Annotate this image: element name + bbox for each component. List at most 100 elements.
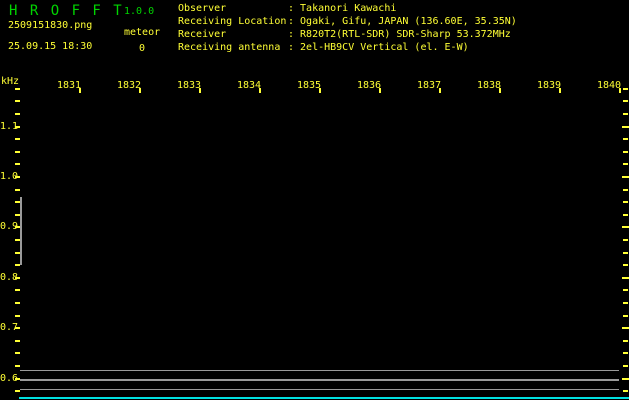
x-tick-mark	[619, 88, 621, 93]
x-tick-label: 1837	[417, 80, 442, 91]
y-tick-mark-left	[15, 239, 20, 241]
x-tick-mark	[79, 88, 81, 93]
y-tick-mark-left	[15, 150, 20, 153]
station-info-row: Receiving Location: Ogaki, Gifu, JAPAN (…	[178, 16, 517, 29]
y-tick-mark-right	[623, 264, 628, 267]
y-tick-mark-left	[15, 188, 20, 191]
output-filename: 2509151830.png	[8, 20, 93, 31]
x-tick-mark	[319, 88, 321, 93]
station-info-value: : Ogaki, Gifu, JAPAN (136.60E, 35.35N)	[288, 16, 517, 27]
x-tick-label: 1839	[537, 80, 562, 91]
y-tick-mark-right	[623, 213, 628, 216]
y-tick-mark-right	[623, 87, 628, 90]
y-tick-label: 1.0	[0, 171, 19, 182]
datetime-label: 25.09.15 18:30	[8, 41, 93, 52]
y-tick-mark-left	[15, 377, 20, 380]
x-tick-mark	[259, 88, 261, 93]
echo-count: 0	[139, 43, 146, 54]
station-info-row: Receiver : R820T2(RTL-SDR) SDR-Sharp 53.3…	[178, 29, 517, 42]
signal-level-trace	[19, 396, 629, 399]
y-tick-mark-left	[15, 251, 20, 254]
y-tick-label: 0.7	[0, 322, 19, 334]
x-tick-label: 1832	[117, 80, 142, 91]
y-tick-mark-right	[623, 138, 628, 141]
y-tick-mark-left	[15, 289, 20, 292]
x-tick-label: 1838	[477, 80, 502, 91]
y-tick-mark-right	[623, 289, 628, 292]
station-info-label: Observer	[178, 3, 227, 14]
y-tick-mark-right	[622, 125, 629, 128]
x-tick-mark	[499, 88, 501, 93]
y-tick-mark-right	[622, 377, 629, 380]
station-info-value: : 2el-HB9CV Vertical (el. E-W)	[288, 42, 469, 53]
station-info-row: Observer : Takanori Kawachi	[178, 3, 517, 16]
y-tick-mark-left	[15, 339, 20, 342]
x-tick-mark	[559, 88, 561, 93]
y-tick-mark-left	[15, 87, 20, 90]
station-info-label: Receiver	[178, 29, 227, 40]
y-tick-mark-left	[15, 302, 20, 304]
band-marker-line	[20, 197, 22, 265]
y-tick-mark-right	[623, 239, 628, 241]
y-tick-mark-left	[15, 201, 20, 204]
y-tick-mark-left	[15, 276, 20, 279]
y-tick-label: 0.6	[0, 372, 19, 384]
y-tick-label: 1.1	[0, 120, 19, 132]
level-gridline	[20, 389, 619, 391]
station-info-value: : Takanori Kawachi	[288, 3, 397, 14]
station-info-label: Receiving antenna	[178, 42, 281, 53]
level-gridline	[20, 369, 619, 371]
y-tick-mark-left	[15, 352, 20, 355]
y-tick-mark-right	[623, 163, 628, 166]
y-tick-mark-left	[15, 176, 20, 178]
y-tick-mark-right	[623, 352, 628, 355]
y-tick-mark-right	[623, 188, 628, 191]
y-tick-mark-left	[15, 264, 20, 267]
y-tick-mark-left	[15, 314, 20, 317]
station-info-row: Receiving antenna : 2el-HB9CV Vertical (e…	[178, 42, 517, 55]
y-tick-mark-left	[15, 138, 20, 141]
y-tick-mark-right	[623, 390, 628, 393]
y-tick-mark-right	[623, 150, 628, 153]
x-tick-mark	[139, 88, 141, 93]
x-tick-label: 1834	[237, 80, 262, 91]
y-tick-mark-right	[622, 226, 629, 229]
mode-label: meteor	[124, 27, 161, 38]
y-tick-mark-left	[15, 100, 20, 103]
y-tick-mark-left	[15, 163, 20, 166]
app-title: H R O F F T	[9, 3, 124, 19]
y-tick-mark-right	[623, 113, 628, 115]
y-tick-mark-left	[15, 365, 20, 367]
station-info-label: Receiving Location	[178, 16, 287, 27]
y-tick-label: 0.8	[0, 271, 19, 283]
y-tick-mark-right	[623, 302, 628, 304]
y-tick-mark-right	[622, 176, 629, 178]
y-tick-mark-right	[623, 314, 628, 317]
station-info-block: Observer: Takanori Kawachi Receiving Loca…	[178, 3, 517, 55]
y-tick-mark-right	[622, 276, 629, 279]
station-info-value: : R820T2(RTL-SDR) SDR-Sharp 53.372MHz	[288, 29, 511, 40]
x-tick-label: 1836	[357, 80, 382, 91]
y-tick-mark-right	[622, 327, 629, 330]
y-tick-mark-left	[15, 390, 20, 393]
y-tick-mark-left	[15, 125, 20, 128]
x-tick-mark	[199, 88, 201, 93]
y-tick-label: 0.9	[0, 221, 19, 233]
x-tick-label: 1833	[177, 80, 202, 91]
x-tick-label: 1835	[297, 80, 322, 91]
y-tick-mark-right	[623, 365, 628, 367]
y-tick-mark-left	[15, 213, 20, 216]
x-tick-mark	[439, 88, 441, 93]
y-tick-mark-left	[15, 226, 20, 229]
y-tick-mark-right	[623, 100, 628, 103]
y-tick-mark-left	[15, 113, 20, 115]
y-tick-mark-left	[15, 327, 20, 330]
level-gridline	[20, 379, 619, 381]
x-tick-label: 1831	[57, 80, 82, 91]
y-tick-mark-right	[623, 251, 628, 254]
y-axis-unit-label: kHz	[1, 76, 20, 87]
x-tick-label: 1840	[597, 80, 622, 91]
y-tick-mark-right	[623, 201, 628, 204]
app-version: 1.0.0	[124, 6, 155, 17]
